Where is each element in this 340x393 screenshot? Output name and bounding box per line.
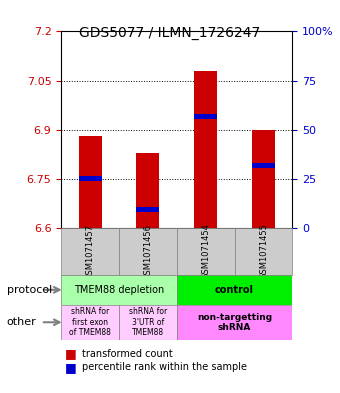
Text: TMEM88 depletion: TMEM88 depletion bbox=[74, 285, 164, 295]
Text: percentile rank within the sample: percentile rank within the sample bbox=[82, 362, 246, 373]
Text: ■: ■ bbox=[65, 347, 76, 360]
FancyBboxPatch shape bbox=[119, 305, 177, 340]
Bar bbox=[136, 152, 159, 228]
Bar bbox=[252, 163, 275, 168]
Text: ■: ■ bbox=[65, 361, 76, 374]
FancyBboxPatch shape bbox=[61, 275, 177, 305]
Bar bbox=[252, 130, 275, 228]
FancyBboxPatch shape bbox=[235, 228, 292, 275]
Bar bbox=[79, 176, 102, 181]
Text: non-targetting
shRNA: non-targetting shRNA bbox=[197, 312, 272, 332]
FancyBboxPatch shape bbox=[61, 228, 119, 275]
Text: control: control bbox=[215, 285, 254, 295]
Text: GSM1071455: GSM1071455 bbox=[259, 224, 268, 279]
Bar bbox=[79, 136, 102, 228]
Text: GDS5077 / ILMN_1726247: GDS5077 / ILMN_1726247 bbox=[79, 26, 261, 40]
Text: transformed count: transformed count bbox=[82, 349, 172, 359]
Text: shRNA for
first exon
of TMEM88: shRNA for first exon of TMEM88 bbox=[69, 307, 111, 337]
Text: shRNA for
3'UTR of
TMEM88: shRNA for 3'UTR of TMEM88 bbox=[129, 307, 167, 337]
FancyBboxPatch shape bbox=[177, 228, 235, 275]
Text: other: other bbox=[7, 317, 36, 327]
FancyBboxPatch shape bbox=[61, 305, 119, 340]
Bar bbox=[136, 208, 159, 212]
FancyBboxPatch shape bbox=[177, 305, 292, 340]
Text: GSM1071454: GSM1071454 bbox=[201, 224, 210, 279]
Text: GSM1071456: GSM1071456 bbox=[143, 224, 152, 279]
FancyBboxPatch shape bbox=[177, 275, 292, 305]
Bar bbox=[194, 114, 217, 119]
Bar bbox=[194, 71, 217, 228]
FancyBboxPatch shape bbox=[119, 228, 177, 275]
Text: GSM1071457: GSM1071457 bbox=[86, 224, 95, 279]
Text: protocol: protocol bbox=[7, 285, 52, 295]
